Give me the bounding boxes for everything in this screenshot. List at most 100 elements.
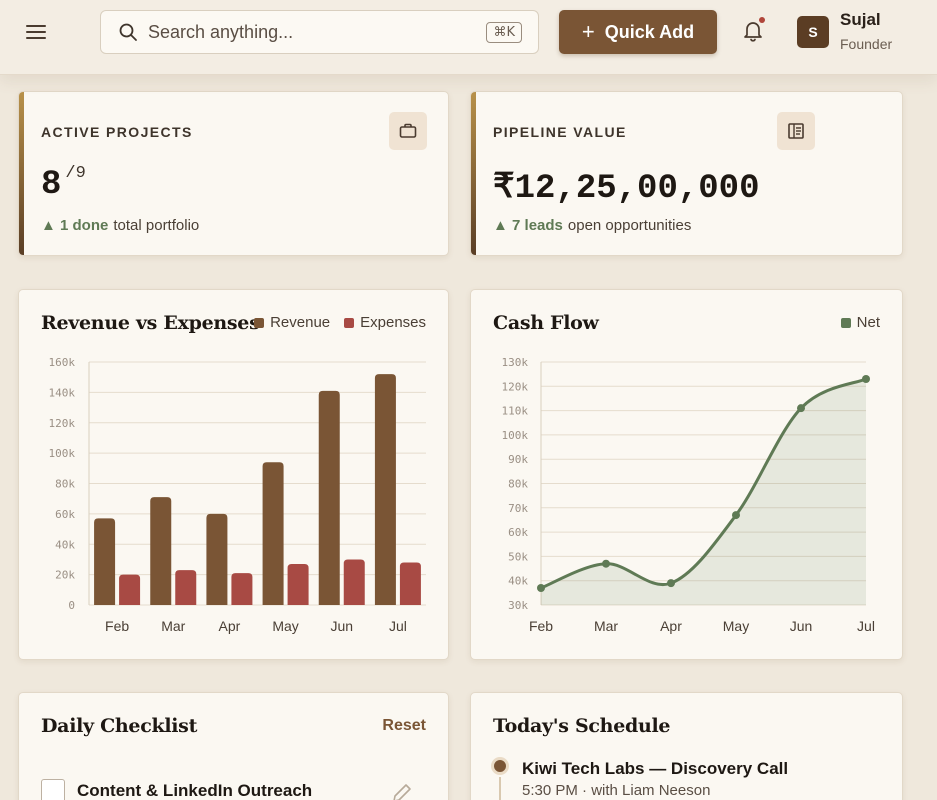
- legend-item-expenses: Expenses: [344, 314, 426, 331]
- x-tick-label: Apr: [219, 618, 241, 634]
- reset-button[interactable]: Reset: [382, 717, 426, 734]
- schedule-card: Today's Schedule Kiwi Tech Labs — Discov…: [470, 692, 903, 800]
- y-tick-label: 130k: [502, 356, 529, 369]
- notification-dot: [759, 17, 765, 23]
- active-projects-total: /9: [65, 164, 86, 183]
- stat-note: total portfolio: [113, 217, 200, 234]
- plus-icon: +: [581, 19, 595, 44]
- y-tick-label: 120k: [49, 417, 76, 430]
- checklist-title: Daily Checklist: [41, 715, 198, 737]
- bell-icon[interactable]: [740, 18, 766, 44]
- schedule-event-title[interactable]: Kiwi Tech Labs — Discovery Call: [522, 759, 789, 778]
- bar-revenue-jun: [318, 390, 340, 605]
- timeline-line: [499, 777, 501, 800]
- x-tick-label: Jun: [790, 618, 813, 634]
- bar-revenue-feb: [94, 518, 116, 605]
- active-projects-card: ACTIVE PROJECTS 8/9 ▲ 1 done total portfo…: [18, 91, 449, 256]
- ledger-icon: [788, 123, 804, 139]
- card-accent-bar: [19, 92, 24, 255]
- search-icon: [119, 23, 137, 41]
- legend-item-net: Net: [840, 314, 880, 331]
- y-tick-label: 60k: [508, 526, 528, 539]
- cash-flow-chart: 30k 40k 50k 60k 70k 80k 90k 100k 110k 120k 130k Feb…: [502, 356, 875, 634]
- user-role: Founder: [840, 36, 893, 52]
- active-projects-count: 8: [41, 166, 62, 204]
- stat-value: ₹12,25,00,000: [493, 170, 760, 208]
- stat-label: PIPELINE VALUE: [493, 124, 627, 140]
- y-tick-label: 30k: [508, 599, 528, 612]
- edit-icon[interactable]: [390, 781, 414, 800]
- net-point-apr: [667, 579, 675, 588]
- card-accent-bar: [471, 92, 476, 255]
- search-shortcut-badge: ⌘K: [486, 21, 522, 43]
- x-tick-label: Apr: [660, 618, 682, 634]
- x-tick-label: Feb: [105, 618, 129, 634]
- stat-note: open opportunities: [567, 217, 692, 234]
- stat-delta: ▲ 1 done: [41, 217, 109, 234]
- legend-label: Revenue: [270, 314, 331, 331]
- x-tick-label: Jul: [389, 618, 407, 634]
- schedule-event-detail: 5:30 PM · with Liam Neeson: [522, 782, 711, 799]
- net-point-mar: [602, 559, 610, 568]
- y-tick-label: 0: [68, 599, 75, 612]
- y-tick-label: 40k: [508, 575, 528, 588]
- y-tick-label: 80k: [55, 478, 75, 491]
- bar-expenses-apr: [231, 573, 253, 605]
- bar-revenue-may: [262, 462, 284, 605]
- cash-flow-card: Cash Flow Net 30k 40k 50k 60k 70k 80k 90k 100k 1…: [470, 289, 903, 660]
- x-tick-label: May: [272, 618, 298, 634]
- legend-item-revenue: Revenue: [254, 314, 330, 331]
- y-tick-label: 100k: [49, 447, 76, 460]
- x-tick-label: Mar: [594, 618, 618, 634]
- legend-swatch: [344, 317, 355, 328]
- briefcase-icon: [399, 123, 417, 138]
- y-tick-label: 70k: [508, 502, 528, 515]
- ledger-icon-box: [777, 112, 815, 150]
- revenue-expenses-card: Revenue vs Expenses Revenue Expenses 0 20…: [18, 289, 449, 660]
- revenue-expenses-chart: 0 20k 40k 60k 80k 100k 120k 140k 160k Feb Mar Apr Ma…: [49, 356, 426, 634]
- checklist-item: Content & LinkedIn Outreach: [41, 779, 312, 800]
- bar-expenses-feb: [119, 574, 141, 605]
- user-name: Sujal: [840, 10, 881, 29]
- bar-revenue-mar: [150, 497, 172, 605]
- x-tick-label: Jul: [857, 618, 875, 634]
- timeline-dot: [491, 757, 509, 775]
- legend-swatch: [840, 317, 851, 328]
- search-box[interactable]: ⌘K: [100, 10, 539, 54]
- checklist-checkbox[interactable]: [41, 779, 65, 800]
- net-point-feb: [537, 583, 545, 592]
- avatar[interactable]: S: [797, 16, 829, 48]
- briefcase-icon-box: [389, 112, 427, 150]
- daily-checklist-card: Daily Checklist Reset Content & LinkedIn…: [18, 692, 449, 800]
- y-tick-label: 80k: [508, 478, 528, 491]
- quick-add-button[interactable]: + Quick Add: [559, 10, 717, 54]
- y-tick-label: 110k: [502, 405, 529, 418]
- chart-legend: Net: [840, 314, 880, 331]
- x-tick-label: Jun: [330, 618, 353, 634]
- y-tick-label: 60k: [55, 508, 75, 521]
- x-tick-label: May: [723, 618, 749, 634]
- stat-value: 8/9: [41, 164, 86, 204]
- y-tick-label: 120k: [502, 380, 529, 393]
- y-tick-label: 90k: [508, 453, 528, 466]
- bar-expenses-may: [287, 563, 309, 605]
- y-tick-label: 50k: [508, 550, 528, 563]
- checklist-item-label: Content & LinkedIn Outreach: [77, 781, 313, 800]
- chart-title: Cash Flow: [493, 312, 599, 334]
- schedule-title: Today's Schedule: [493, 715, 671, 737]
- y-tick-label: 160k: [49, 356, 76, 369]
- bar-expenses-jun: [343, 559, 365, 605]
- stat-subtext: ▲ 1 done total portfolio: [41, 217, 199, 234]
- stat-subtext: ▲ 7 leads open opportunities: [493, 217, 691, 234]
- pipeline-value-card: PIPELINE VALUE ₹12,25,00,000 ▲ 7 leads op…: [470, 91, 903, 256]
- hamburger-menu-icon[interactable]: [24, 22, 48, 42]
- y-tick-label: 100k: [502, 429, 529, 442]
- quick-add-label: Quick Add: [604, 21, 695, 42]
- search-input[interactable]: [148, 21, 487, 43]
- chart-title: Revenue vs Expenses: [41, 312, 260, 334]
- x-tick-label: Mar: [161, 618, 185, 634]
- bar-expenses-mar: [175, 570, 197, 605]
- stat-delta: ▲ 7 leads: [493, 217, 563, 234]
- net-point-may: [732, 511, 740, 520]
- legend-label: Expenses: [360, 314, 426, 331]
